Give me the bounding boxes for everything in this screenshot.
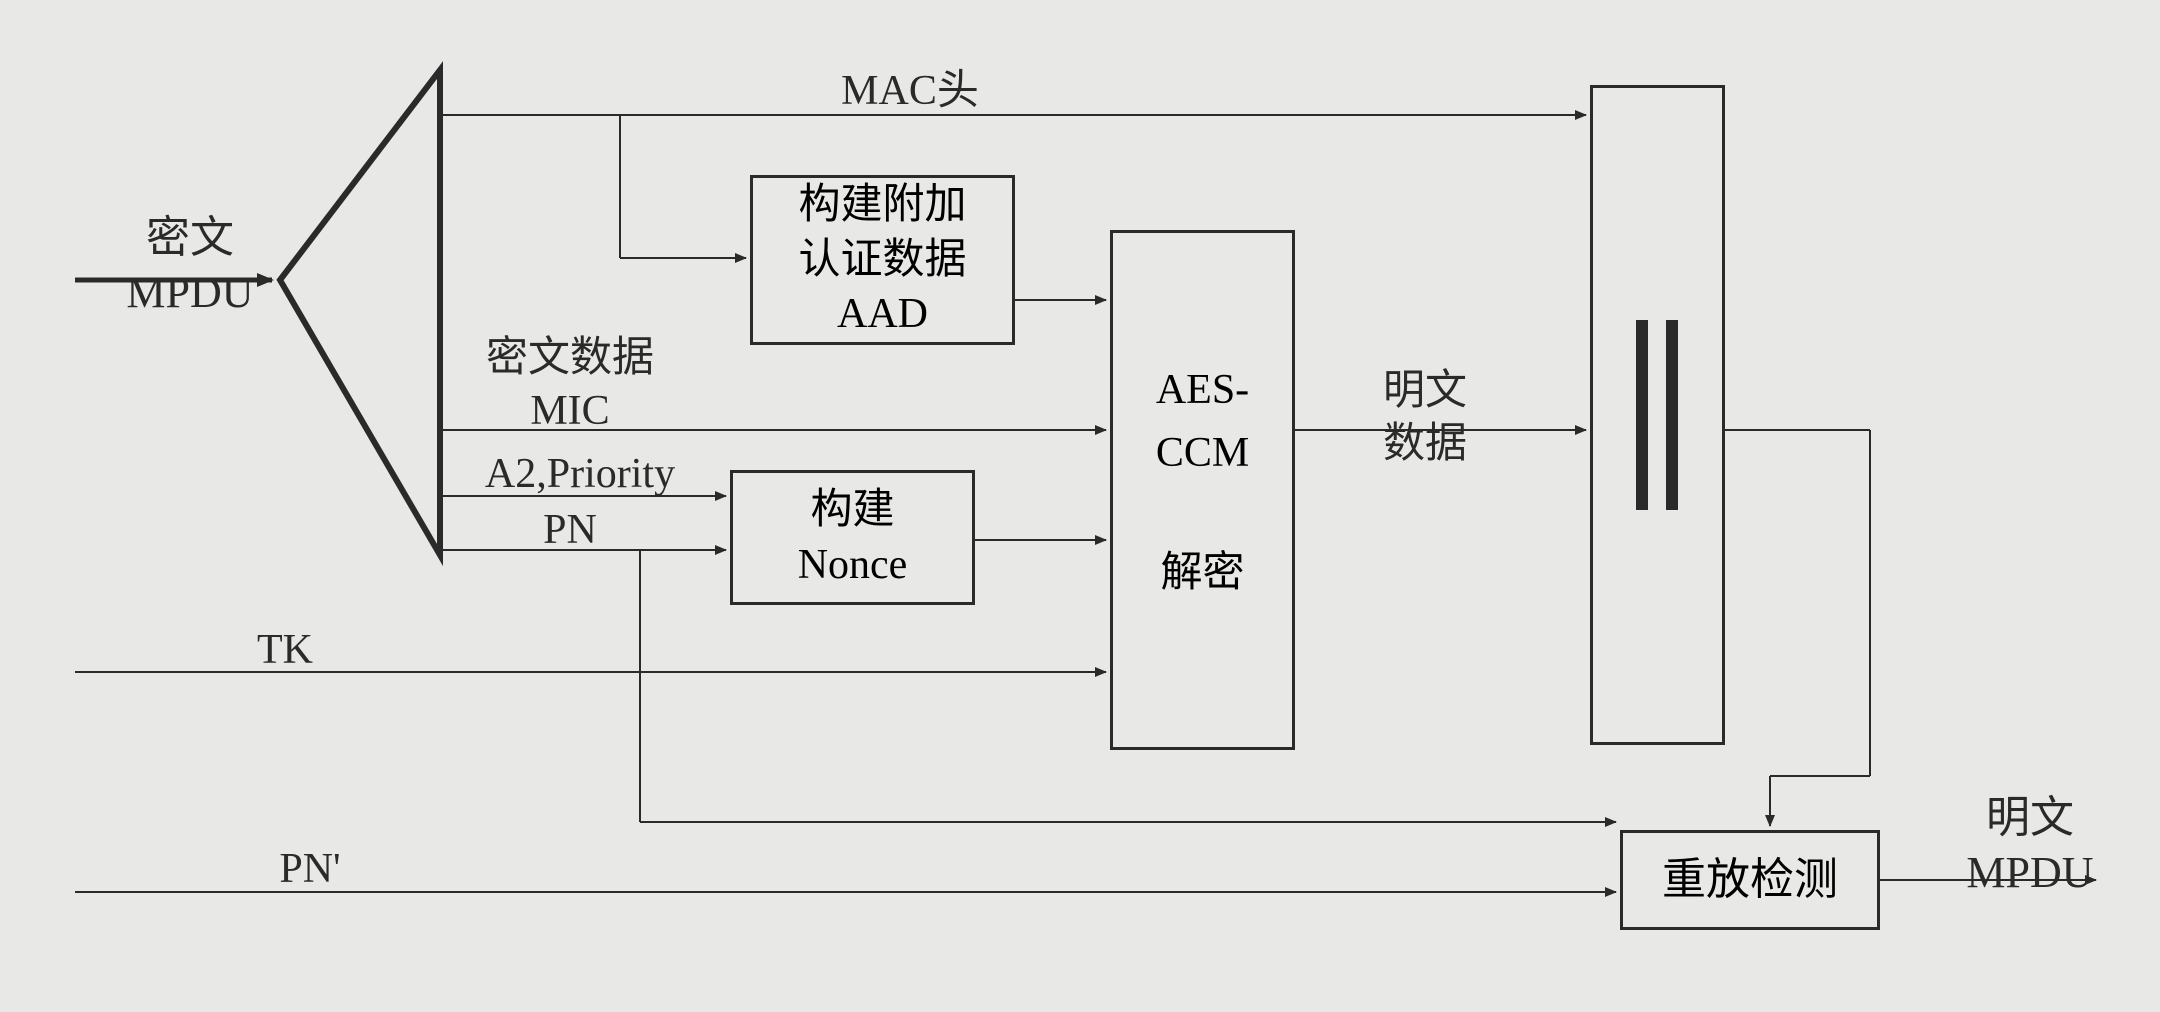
label-a2-priority: A2,Priority xyxy=(440,448,720,501)
box-replay-detect: 重放检测 xyxy=(1620,830,1880,930)
box-aad: 构建附加 认证数据 AAD xyxy=(750,175,1015,345)
concat-bar-1 xyxy=(1636,320,1648,510)
label-plain-data: 明文 数据 xyxy=(1360,365,1490,470)
label-pn-prime: PN' xyxy=(250,843,370,896)
box-concat xyxy=(1590,85,1725,745)
label-cipher-data: 密文数据 xyxy=(460,332,680,385)
box-aes-line2: CCM xyxy=(1156,426,1249,481)
box-aad-line3: AAD xyxy=(837,287,928,342)
label-input-line2: MPDU xyxy=(126,268,253,317)
label-mac-header: MAC头 xyxy=(810,65,1010,118)
ccmp-decryption-diagram: 密文 MPDU MAC头 构建附加 认证数据 AAD 密文数据 MIC A2,P… xyxy=(0,0,2160,1012)
box-aad-line1: 构建附加 xyxy=(798,178,966,233)
splitter-triangle xyxy=(280,70,440,555)
label-input-line1: 密文 xyxy=(146,213,234,262)
box-nonce-line2: Nonce xyxy=(798,538,908,593)
box-nonce-line1: 构建 xyxy=(810,483,894,538)
label-input: 密文 MPDU xyxy=(100,210,280,320)
box-nonce: 构建 Nonce xyxy=(730,470,975,605)
box-aes-line1: AES- xyxy=(1156,363,1249,418)
box-aes-line4: 解密 xyxy=(1160,546,1244,601)
label-tk: TK xyxy=(235,624,335,677)
label-pn: PN xyxy=(520,504,620,557)
concat-bar-2 xyxy=(1666,320,1678,510)
box-aad-line2: 认证数据 xyxy=(798,233,966,288)
label-output: 明文 MPDU xyxy=(1940,790,2120,900)
box-replay-line1: 重放检测 xyxy=(1662,851,1838,908)
box-aes-ccm: AES- CCM 解密 xyxy=(1110,230,1295,750)
label-mic: MIC xyxy=(510,385,630,438)
